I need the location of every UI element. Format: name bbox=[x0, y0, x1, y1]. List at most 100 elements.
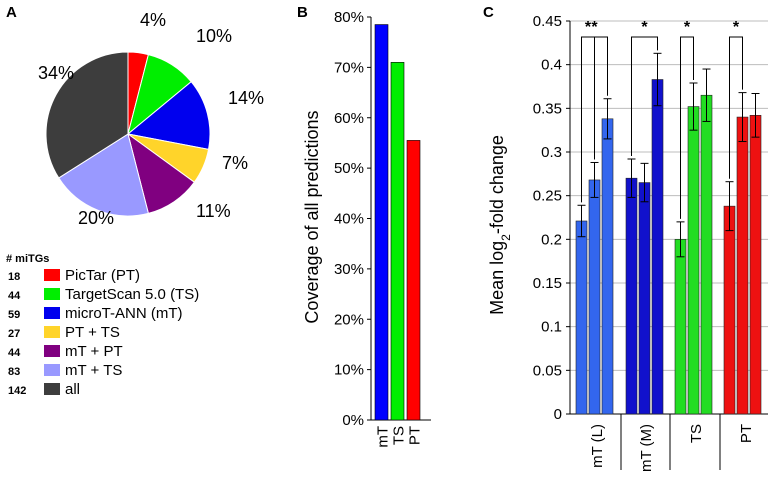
legend-count: 18 bbox=[8, 271, 20, 283]
panel-c-bar-chart: C 00.050.10.150.20.250.30.350.40.45 * * * *… bbox=[483, 4, 768, 472]
panel-b-bar bbox=[390, 62, 405, 421]
panel-c-bar bbox=[588, 179, 601, 415]
panel-c-y-tick-label: 0.25 bbox=[533, 188, 562, 205]
panel-c-group-label: mT (L) bbox=[589, 424, 606, 468]
panel-b-bar bbox=[374, 24, 389, 421]
panel-c-y-tick-label: 0.35 bbox=[533, 100, 562, 117]
panel-c-bar bbox=[575, 220, 588, 415]
panel-c-bar bbox=[674, 239, 687, 415]
pie-labels: 4% 10% 14% 7% 11% 20% 34% bbox=[38, 10, 264, 228]
legend-swatch bbox=[44, 307, 60, 319]
panel-b-y-tick-label: 0% bbox=[342, 412, 364, 429]
pie-percent-label: 34% bbox=[38, 63, 74, 83]
panel-c-y-tick-label: 0.45 bbox=[533, 13, 562, 30]
panel-c-group-label: TS bbox=[688, 424, 705, 443]
panel-c-significance-star: * bbox=[585, 19, 592, 36]
panel-c-bars bbox=[575, 52, 762, 415]
pie-percent-label: 7% bbox=[222, 153, 248, 173]
legend-label: all bbox=[65, 381, 80, 398]
legend-swatch bbox=[44, 345, 60, 357]
panel-b-x-label: PT bbox=[407, 426, 424, 445]
panel-c-significance-star: * bbox=[733, 19, 740, 36]
legend-label: TargetScan 5.0 (TS) bbox=[65, 286, 199, 303]
pie-legend: # miTGs 18 PicTar (PT) 44 TargetScan 5.0 (T… bbox=[6, 253, 199, 398]
panel-b-bars bbox=[374, 24, 421, 421]
legend-count: 59 bbox=[8, 309, 20, 321]
legend-label: mT + TS bbox=[65, 362, 122, 379]
panel-b-y-label: Coverage of all predictions bbox=[302, 110, 322, 323]
legend-count: 83 bbox=[8, 366, 20, 378]
pie-slices bbox=[45, 51, 211, 217]
panel-c-letter: C bbox=[483, 4, 494, 21]
panel-b-y-tick-label: 80% bbox=[334, 9, 364, 26]
panel-c-bar bbox=[651, 79, 664, 415]
panel-c-y-tick-label: 0.1 bbox=[541, 319, 562, 336]
panel-c-significance-star: * bbox=[684, 19, 691, 36]
panel-c-bar bbox=[638, 182, 651, 415]
panel-b-x-labels: mT TS PT bbox=[375, 426, 424, 448]
panel-c-y-tick-label: 0.3 bbox=[541, 144, 562, 161]
panel-c-bar bbox=[749, 115, 762, 415]
pie-percent-label: 14% bbox=[228, 88, 264, 108]
panel-a-letter: A bbox=[6, 4, 17, 21]
panel-b-y-tick-label: 10% bbox=[334, 362, 364, 379]
panel-b-y-tick-label: 30% bbox=[334, 261, 364, 278]
panel-c-group-label: mT (M) bbox=[638, 424, 655, 472]
legend-label: mT + PT bbox=[65, 343, 123, 360]
legend-swatch bbox=[44, 288, 60, 300]
panel-c-significance-bracket bbox=[680, 36, 694, 219]
panel-c-bar bbox=[601, 118, 614, 415]
panel-c-significance-star: * bbox=[641, 19, 648, 36]
legend-swatch bbox=[44, 383, 60, 395]
legend-swatch bbox=[44, 326, 60, 338]
panel-b-bar bbox=[406, 140, 421, 421]
panel-c-bar bbox=[700, 94, 713, 415]
legend-label: microT-ANN (mT) bbox=[65, 305, 182, 322]
panel-c-y-tick-label: 0.15 bbox=[533, 275, 562, 292]
panel-b-y-tick-label: 70% bbox=[334, 59, 364, 76]
panel-b-bar-chart: B 0% 10% 20% 30% 40% 50% 60% 70% 80% mT TS PT Cove… bbox=[297, 4, 431, 448]
panel-c-y-tick-label: 0.2 bbox=[541, 231, 562, 248]
panel-b-x-label: mT bbox=[375, 426, 392, 448]
panel-b-y-tick-label: 60% bbox=[334, 110, 364, 127]
pie-slice bbox=[45, 51, 129, 179]
panel-c-significance-star: * bbox=[591, 19, 598, 36]
panel-c-y-label: Mean log2-fold change bbox=[487, 135, 513, 315]
pie-percent-label: 20% bbox=[78, 208, 114, 228]
panel-b-letter: B bbox=[297, 4, 308, 21]
legend-count: 142 bbox=[8, 385, 26, 397]
panel-c-bar bbox=[687, 106, 700, 415]
panel-b-y-tick-label: 50% bbox=[334, 160, 364, 177]
panel-c-y-tick-label: 0.4 bbox=[541, 57, 562, 74]
panel-c-significance-bracket bbox=[581, 36, 608, 203]
panel-c-y-tick-label: 0 bbox=[554, 406, 562, 423]
panel-c-group-label: PT bbox=[738, 424, 755, 443]
panel-c-bar bbox=[723, 205, 736, 415]
panel-b-y-tick-label: 20% bbox=[334, 311, 364, 328]
legend-swatch bbox=[44, 364, 60, 376]
pie-percent-label: 4% bbox=[140, 10, 166, 30]
panel-c-y-axis: 0 0.05 0.1 0.15 0.2 0.25 0.3 0.35 0.4 0.45 bbox=[533, 13, 768, 470]
legend-swatch bbox=[44, 269, 60, 281]
legend-title: # miTGs bbox=[6, 253, 49, 265]
panel-c-significance-bracket bbox=[631, 36, 658, 156]
panel-a-pie-chart: A 4% 10% 14% 7% 11% 20% 34% # miTGs 18 PicTar (… bbox=[6, 4, 264, 398]
panel-c-significance: * * * * * bbox=[581, 19, 743, 219]
pie-percent-label: 11% bbox=[196, 201, 231, 221]
panel-b-y-axis: 0% 10% 20% 30% 40% 50% 60% 70% 80% bbox=[334, 9, 431, 429]
pie-slice bbox=[58, 133, 149, 217]
panel-c-y-tick-label: 0.05 bbox=[533, 362, 562, 379]
panel-b-y-tick-label: 40% bbox=[334, 211, 364, 228]
legend-count: 27 bbox=[8, 328, 20, 340]
panel-c-bar bbox=[625, 177, 638, 415]
pie-percent-label: 10% bbox=[196, 26, 232, 46]
pie-slice bbox=[126, 81, 211, 150]
legend-count: 44 bbox=[8, 290, 21, 302]
legend-count: 44 bbox=[8, 347, 21, 359]
panel-c-bar bbox=[736, 116, 749, 415]
panel-b-x-label: TS bbox=[391, 426, 408, 445]
panel-c-significance-bracket bbox=[581, 36, 595, 203]
legend-label: PicTar (PT) bbox=[65, 267, 140, 284]
panel-c-significance-bracket bbox=[729, 36, 743, 179]
